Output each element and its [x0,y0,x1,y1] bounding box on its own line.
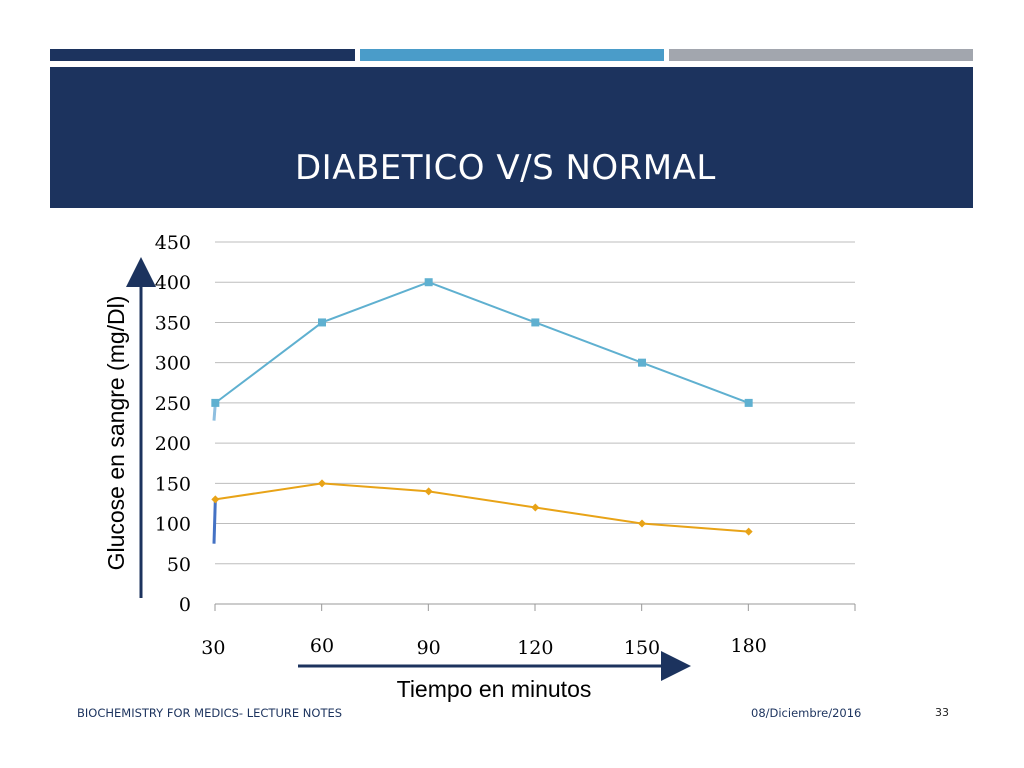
y-tick-label: 50 [167,554,191,576]
normal-point [211,495,220,504]
y-tick-label: 250 [155,393,191,415]
y-tick-label: 350 [155,312,191,334]
y-tick-label: 150 [155,473,191,495]
x-tick-label: 30 [201,637,225,659]
accent-bar-gray [669,49,973,61]
slide-title: DIABETICO V/S NORMAL [295,148,716,188]
normal-point [424,487,433,496]
title-band [50,67,973,208]
diabetic-point [318,318,326,327]
y-tick-label: 200 [155,433,191,455]
x-axis-title: Tiempo en minutos [397,676,592,702]
x-tick-label: 120 [517,637,553,659]
x-tick-label: 90 [417,637,441,659]
y-tick-label: 100 [155,514,191,536]
y-tick-label: 300 [155,353,191,375]
diabetic-point [744,398,753,407]
normal-point [744,527,753,536]
y-tick-label: 400 [155,272,191,294]
x-tick-label: 180 [731,635,767,657]
accent-bar-navy [50,49,355,61]
diabetic-point [211,398,220,407]
y-axis-title: Glucose en sangre (mg/Dl) [103,296,129,571]
y-tick-label: 0 [179,594,191,616]
diabetic-point [424,278,433,287]
footer-date: 08/Diciembre/2016 [751,706,862,720]
normal-series-line [215,482,749,533]
page-number: 33 [935,706,949,719]
normal-point [318,479,326,488]
normal-point [531,503,540,512]
normal-start-segment [212,499,217,544]
accent-bar-blue [360,49,664,61]
diabetic-point [638,358,646,367]
x-tick-label: 150 [624,637,660,659]
diabetic-series-line [214,281,750,404]
footer-course-title: BIOCHEMISTRY FOR MEDICS- LECTURE NOTES [77,706,343,720]
normal-point [638,519,646,528]
diabetic-point [531,318,540,327]
y-tick-label: 450 [155,232,191,254]
x-tick-label: 60 [310,635,334,657]
